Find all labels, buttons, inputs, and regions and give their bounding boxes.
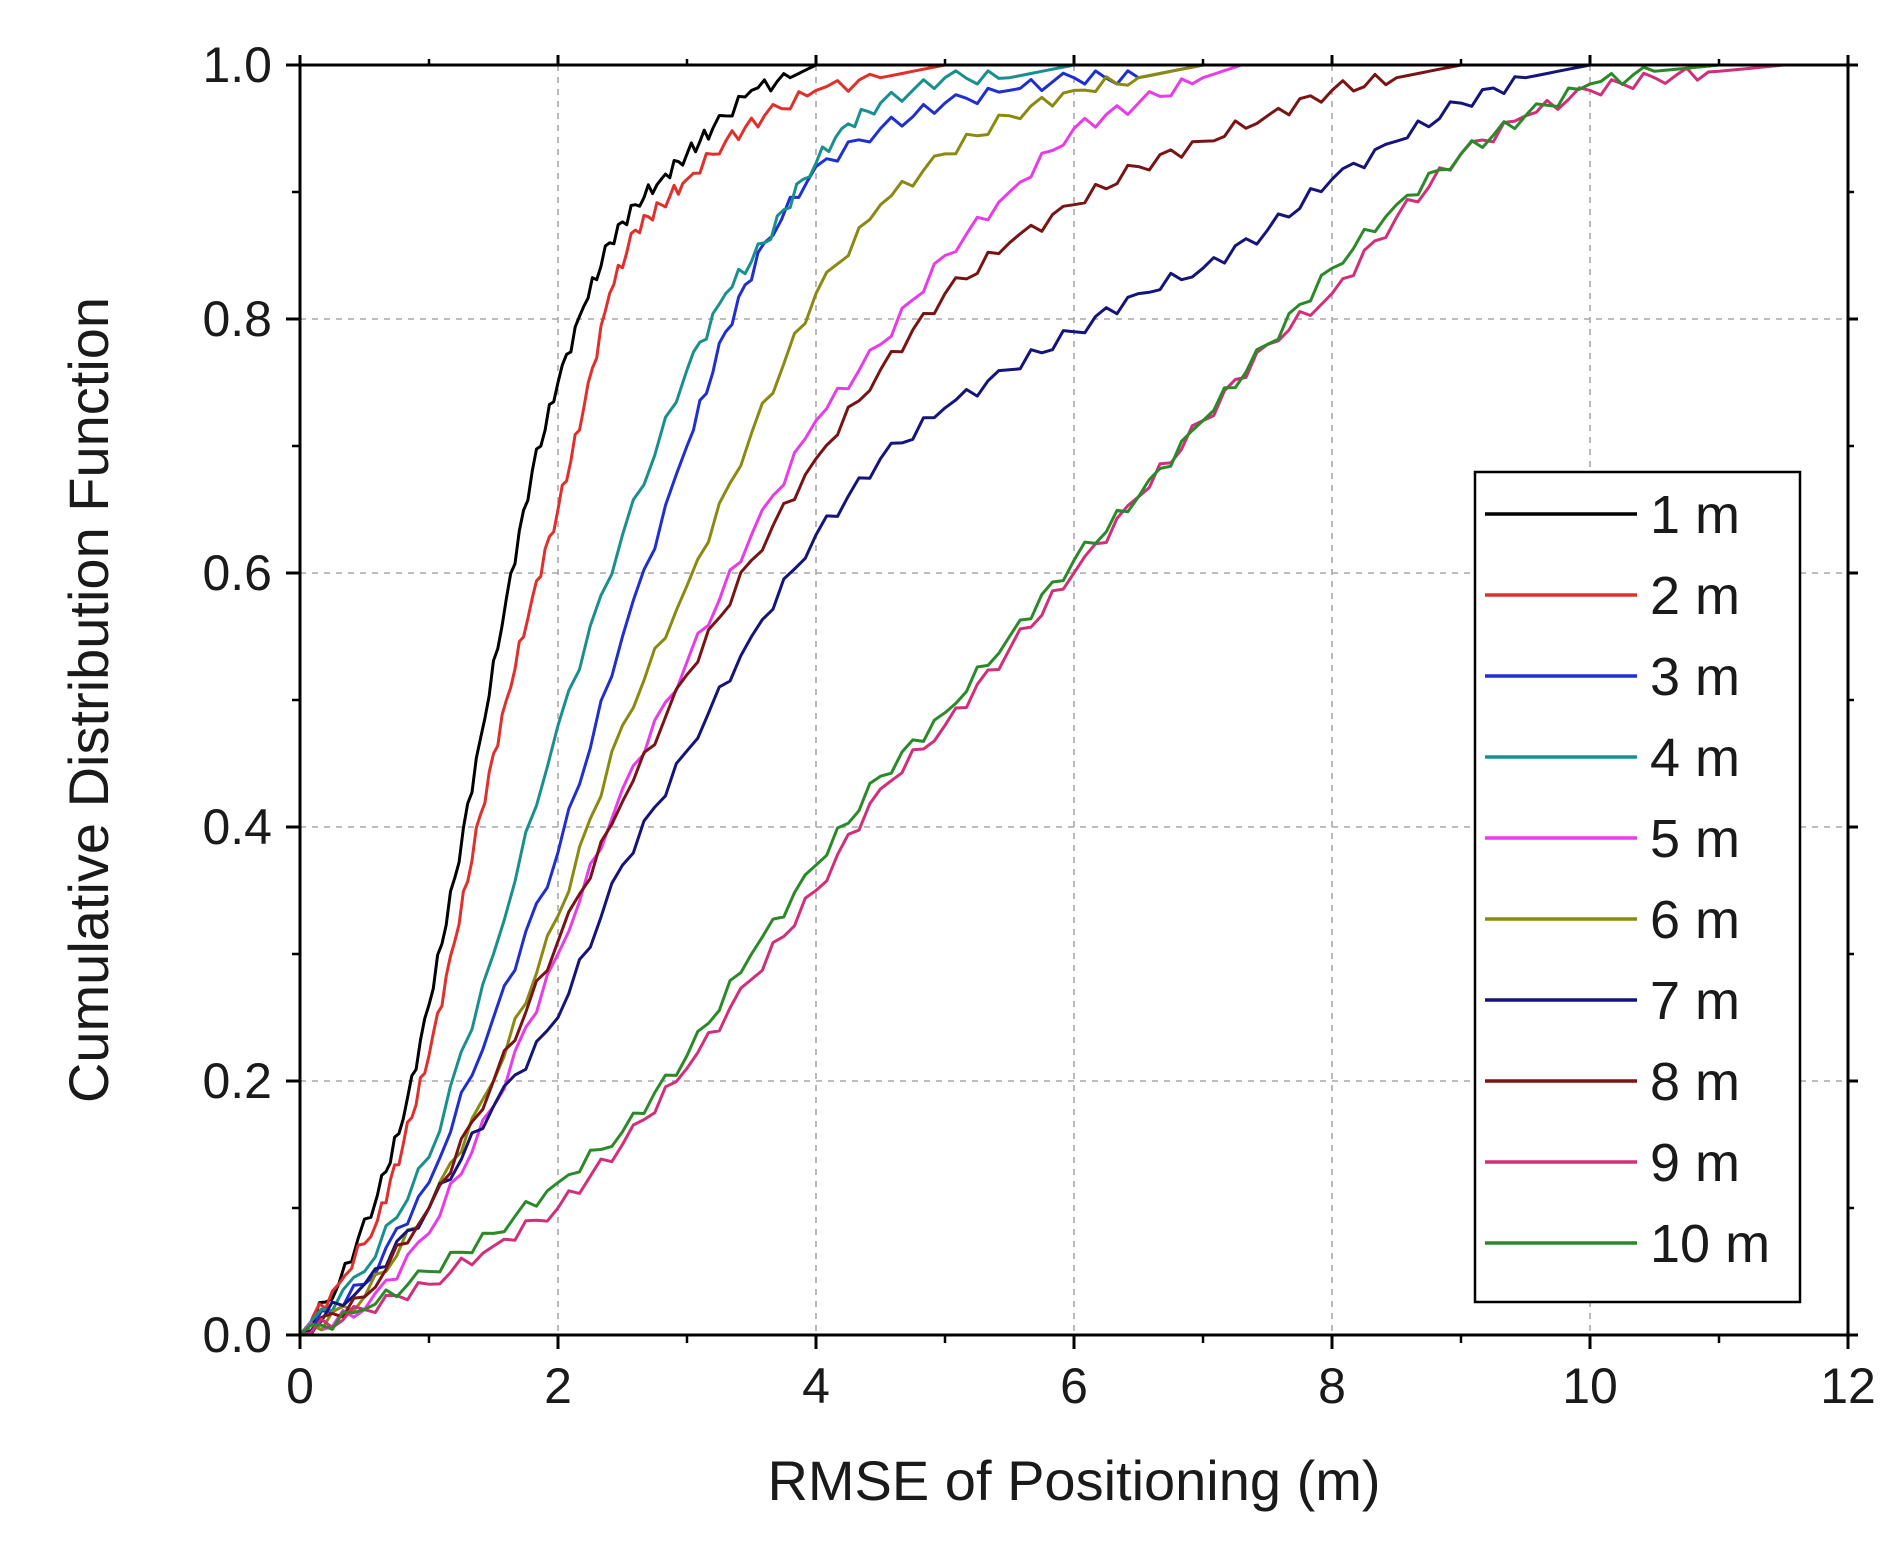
legend-label: 4 m bbox=[1650, 728, 1740, 788]
y-axis-title: Cumulative Distribution Function bbox=[57, 297, 120, 1103]
legend-label: 8 m bbox=[1650, 1052, 1740, 1112]
x-tick-label: 6 bbox=[1060, 1358, 1088, 1414]
y-tick-label: 0.6 bbox=[202, 545, 272, 601]
series-line-4m bbox=[298, 63, 1848, 1336]
legend-label: 5 m bbox=[1650, 809, 1740, 869]
y-tick-label: 0.2 bbox=[202, 1053, 272, 1109]
tick-labels: 0 2 4 6 8 10 12 0.0 0.2 0.4 0.6 0.8 1.0 bbox=[202, 37, 1875, 1414]
legend-label: 10 m bbox=[1650, 1214, 1770, 1274]
legend: 1 m 2 m 3 m 4 m 5 m 6 m 7 m 8 m 9 m 10 m bbox=[1473, 470, 1802, 1304]
legend-label: 7 m bbox=[1650, 971, 1740, 1031]
x-axis-title: RMSE of Positioning (m) bbox=[767, 1449, 1380, 1512]
y-tick-label: 1.0 bbox=[202, 37, 272, 93]
y-tick-label: 0.8 bbox=[202, 291, 272, 347]
legend-label: 3 m bbox=[1650, 647, 1740, 707]
x-tick-label: 8 bbox=[1318, 1358, 1346, 1414]
y-tick-label: 0.4 bbox=[202, 799, 272, 855]
x-tick-label: 12 bbox=[1820, 1358, 1876, 1414]
series-line-2m bbox=[299, 63, 1848, 1337]
x-tick-label: 10 bbox=[1562, 1358, 1618, 1414]
series-lines bbox=[298, 63, 1848, 1337]
legend-label: 9 m bbox=[1650, 1133, 1740, 1193]
series-line-8m bbox=[300, 63, 1848, 1337]
series-line-7m bbox=[299, 63, 1848, 1337]
series-line-1m bbox=[298, 63, 1848, 1336]
series-line-6m bbox=[298, 63, 1848, 1337]
x-tick-label: 0 bbox=[286, 1358, 314, 1414]
series-line-9m bbox=[299, 63, 1848, 1337]
axis-ticks bbox=[286, 55, 1858, 1349]
series-line-5m bbox=[298, 63, 1848, 1337]
legend-label: 6 m bbox=[1650, 890, 1740, 950]
x-tick-label: 2 bbox=[544, 1358, 572, 1414]
series-line-10m bbox=[298, 63, 1848, 1337]
y-tick-label: 0.0 bbox=[202, 1307, 272, 1363]
x-tick-label: 4 bbox=[802, 1358, 830, 1414]
legend-label: 2 m bbox=[1650, 566, 1740, 626]
legend-label: 1 m bbox=[1650, 485, 1740, 545]
